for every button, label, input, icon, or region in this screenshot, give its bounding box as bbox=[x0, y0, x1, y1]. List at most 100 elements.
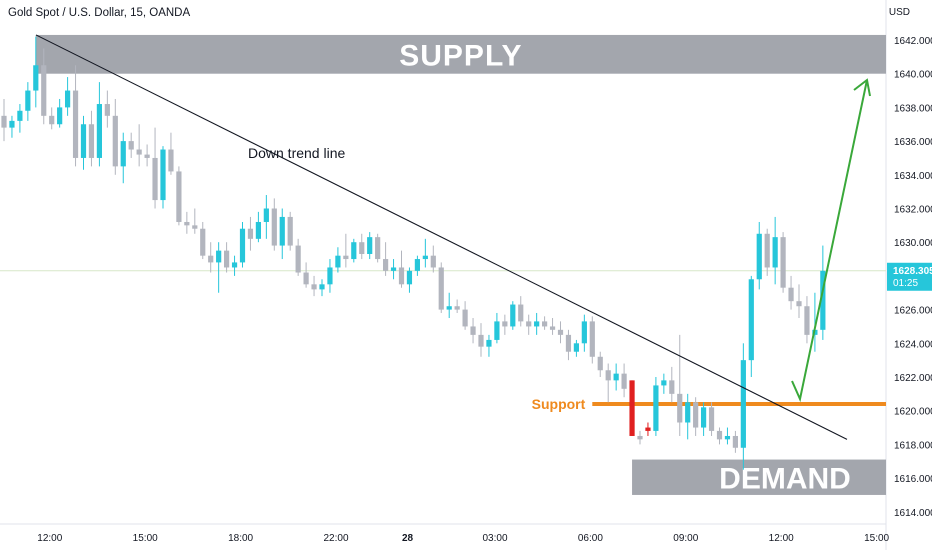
candle bbox=[597, 351, 603, 377]
candle bbox=[549, 318, 556, 335]
candle bbox=[367, 232, 373, 260]
candle bbox=[573, 339, 579, 357]
candle bbox=[303, 262, 309, 288]
candle bbox=[72, 65, 79, 167]
candle-body bbox=[367, 237, 373, 254]
candle-body bbox=[239, 228, 246, 263]
x-tick-label: 03:00 bbox=[482, 533, 507, 544]
candle-body bbox=[677, 393, 683, 423]
candle bbox=[661, 373, 667, 394]
candle-body bbox=[534, 321, 540, 327]
x-tick-label: 06:00 bbox=[578, 533, 603, 544]
candle-body bbox=[478, 334, 484, 347]
candle bbox=[168, 132, 174, 175]
supply-label: SUPPLY bbox=[399, 39, 522, 72]
candle-body bbox=[732, 435, 738, 448]
candle-body bbox=[72, 90, 79, 158]
candle-body bbox=[565, 334, 572, 352]
y-tick-label: 1636.000 bbox=[894, 137, 932, 148]
candle bbox=[176, 166, 182, 226]
candle-body bbox=[255, 221, 261, 239]
price-tag bbox=[887, 262, 932, 291]
candle bbox=[295, 238, 301, 276]
candle bbox=[152, 127, 158, 209]
y-tick-label: 1630.000 bbox=[894, 238, 932, 249]
candle-body bbox=[542, 321, 548, 327]
candle bbox=[208, 242, 214, 273]
candle bbox=[629, 380, 635, 436]
candle bbox=[677, 334, 683, 436]
candle-body bbox=[589, 321, 595, 357]
projection-arrowhead bbox=[853, 78, 871, 97]
candle bbox=[708, 402, 715, 436]
y-tick-label: 1614.000 bbox=[894, 508, 932, 519]
y-tick-label: 1634.000 bbox=[894, 171, 932, 182]
x-tick-label: 22:00 bbox=[323, 533, 348, 544]
candle bbox=[534, 312, 540, 335]
candle-body bbox=[653, 385, 659, 431]
candle-body bbox=[184, 221, 190, 226]
down-trend-line bbox=[35, 34, 848, 440]
candle bbox=[239, 221, 246, 268]
candle-body bbox=[176, 171, 182, 222]
candle bbox=[200, 221, 206, 260]
candle bbox=[279, 208, 285, 260]
candle-body bbox=[446, 306, 452, 310]
candle-body bbox=[804, 306, 810, 335]
candle-body bbox=[661, 380, 667, 386]
candle-body bbox=[279, 216, 285, 246]
candle bbox=[685, 393, 691, 440]
candle-body bbox=[311, 284, 317, 290]
candle-body bbox=[247, 228, 254, 239]
candle-body bbox=[597, 356, 603, 371]
candle-body bbox=[287, 216, 293, 246]
candle bbox=[732, 430, 738, 453]
currency-label: USD bbox=[888, 7, 910, 18]
candle bbox=[637, 430, 643, 445]
candle-body bbox=[33, 65, 39, 91]
candle-body bbox=[41, 65, 47, 116]
trend-label: Down trend line bbox=[248, 145, 345, 161]
candle bbox=[319, 279, 325, 297]
candle bbox=[756, 221, 762, 290]
candle bbox=[17, 104, 23, 133]
candle bbox=[748, 275, 754, 377]
candle bbox=[494, 312, 500, 344]
candle bbox=[486, 334, 492, 357]
candle bbox=[621, 363, 627, 398]
support-label: Support bbox=[532, 396, 586, 412]
candle bbox=[255, 211, 261, 243]
candle-body bbox=[160, 149, 166, 201]
candle-body bbox=[80, 124, 87, 158]
price-tag-countdown: 01:25 bbox=[893, 278, 918, 289]
demand-label: DEMAND bbox=[719, 462, 851, 495]
y-tick-label: 1624.000 bbox=[894, 339, 932, 350]
candle-body bbox=[621, 373, 627, 389]
candle-body bbox=[128, 141, 134, 150]
candle bbox=[454, 299, 460, 313]
candle-body bbox=[486, 339, 492, 347]
candle-body bbox=[581, 321, 587, 344]
candle bbox=[271, 198, 277, 251]
candle-body bbox=[716, 430, 723, 440]
supply-zone bbox=[35, 34, 887, 74]
candle bbox=[263, 195, 269, 239]
candle bbox=[192, 208, 198, 234]
candle-body bbox=[414, 259, 420, 271]
candle-body bbox=[685, 402, 691, 423]
candle bbox=[701, 402, 707, 436]
candle-body bbox=[406, 270, 413, 285]
candle bbox=[542, 316, 548, 330]
candle-body bbox=[88, 124, 95, 158]
candle-body bbox=[796, 301, 802, 307]
candle-body bbox=[224, 250, 230, 268]
demand-zone bbox=[632, 459, 886, 495]
candle bbox=[414, 255, 420, 276]
candle-body bbox=[96, 104, 102, 158]
candle bbox=[311, 275, 317, 297]
y-tick-label: 1626.000 bbox=[894, 306, 932, 317]
candle-body bbox=[120, 141, 126, 167]
candle bbox=[430, 245, 436, 273]
candle bbox=[41, 48, 47, 125]
